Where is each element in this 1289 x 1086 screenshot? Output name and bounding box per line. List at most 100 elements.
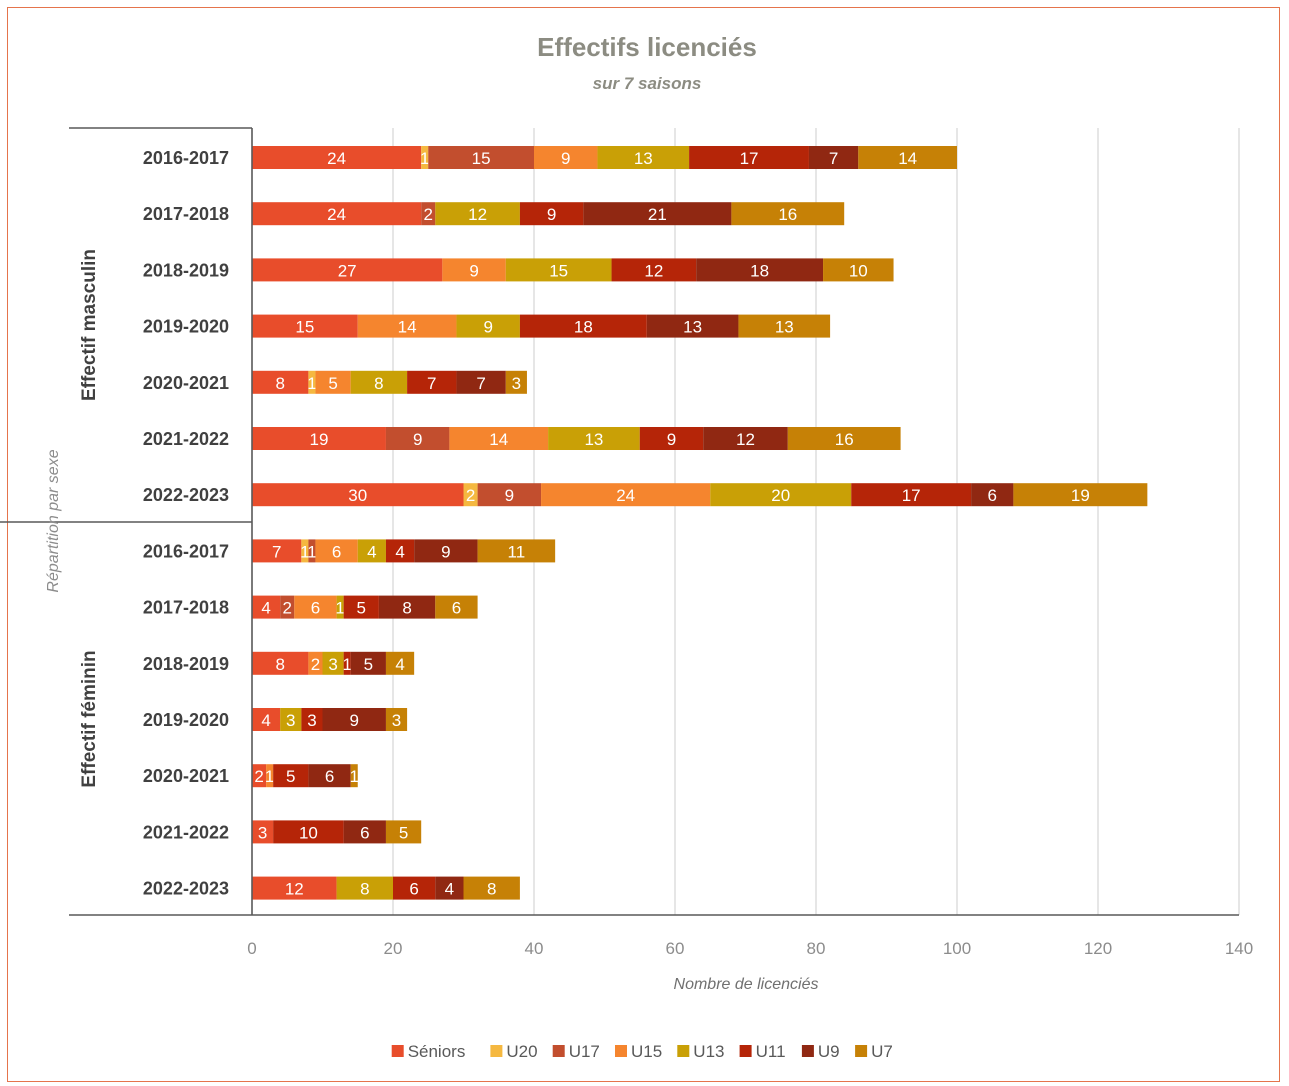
legend-label: U7 xyxy=(871,1042,893,1061)
bar-segment xyxy=(519,202,584,226)
data-label: 2 xyxy=(424,205,433,224)
bar-segment xyxy=(385,651,415,675)
category-label: 2018-2019 xyxy=(143,260,229,280)
chart-frame xyxy=(7,7,1280,1082)
bar-segment xyxy=(611,258,697,282)
data-label: 1 xyxy=(420,149,429,168)
data-label: 2 xyxy=(254,767,263,786)
bar-segment xyxy=(252,708,281,731)
legend-label: U17 xyxy=(569,1042,600,1061)
bar-segment xyxy=(971,483,1014,507)
bar-segment xyxy=(350,651,386,675)
bar-segment xyxy=(808,146,859,169)
bar-segment xyxy=(280,708,302,731)
data-label: 12 xyxy=(644,261,663,280)
bar-segment xyxy=(252,539,302,563)
bar-segment xyxy=(534,146,598,169)
bar-segment xyxy=(710,483,852,507)
category-label: 2020-2021 xyxy=(143,766,229,786)
category-label: 2019-2020 xyxy=(143,317,229,337)
legend-label: U15 xyxy=(631,1042,662,1061)
bar-segment xyxy=(738,314,831,338)
data-label: 19 xyxy=(1071,486,1090,505)
bar-segment xyxy=(442,258,506,282)
axes xyxy=(0,127,1239,916)
legend-swatch xyxy=(801,1045,814,1057)
data-label: 6 xyxy=(332,542,341,561)
x-tick-label: 80 xyxy=(807,939,826,958)
data-label: 5 xyxy=(328,374,337,393)
data-label: 5 xyxy=(399,823,408,842)
data-label: 16 xyxy=(835,430,854,449)
y-axis-title: Répartition par sexe xyxy=(45,449,62,592)
legend-label: U11 xyxy=(756,1042,786,1061)
x-tick-labels: 0 20 40 60 80 100 120 140 xyxy=(247,939,1253,958)
data-label: 12 xyxy=(736,430,755,449)
bar-segment xyxy=(787,427,901,450)
data-label: 3 xyxy=(258,823,267,842)
data-label: 9 xyxy=(547,205,556,224)
category-label: 2019-2020 xyxy=(143,710,229,730)
data-label: 1 xyxy=(300,542,309,561)
data-label: 9 xyxy=(441,542,450,561)
bar-segment xyxy=(280,595,295,619)
category-label: 2016-2017 xyxy=(143,541,229,561)
bar-segment xyxy=(393,876,436,900)
data-label: 7 xyxy=(272,542,281,561)
bar-segment xyxy=(294,595,337,619)
bar-segment xyxy=(308,764,351,788)
category-label: 2017-2018 xyxy=(143,204,229,224)
bar-segment xyxy=(322,651,344,675)
legend-swatch xyxy=(615,1045,627,1057)
bar-segment xyxy=(273,764,309,788)
data-label: 1 xyxy=(307,542,316,561)
data-label: 9 xyxy=(505,486,514,505)
bar-segment xyxy=(449,427,549,450)
bar-segment xyxy=(696,258,824,282)
data-label: 4 xyxy=(445,880,454,899)
bar-segment xyxy=(252,258,443,282)
data-label: 13 xyxy=(683,318,702,337)
x-tick-label: 100 xyxy=(943,939,971,958)
data-label: 11 xyxy=(508,542,526,561)
bar-segment xyxy=(463,876,520,900)
data-label: 17 xyxy=(902,486,921,505)
data-label: 3 xyxy=(392,711,401,730)
data-label: 9 xyxy=(667,430,676,449)
bar-segment xyxy=(343,595,379,619)
legend-label: U20 xyxy=(506,1042,537,1061)
data-label: 10 xyxy=(299,823,318,842)
data-label: 8 xyxy=(374,374,383,393)
data-label: 21 xyxy=(648,205,667,224)
bar-segment xyxy=(583,202,732,226)
bar-segment xyxy=(252,202,422,226)
data-label: 12 xyxy=(285,880,304,899)
bar-segment xyxy=(477,483,542,507)
bar-segment xyxy=(350,764,358,788)
bar-segment xyxy=(252,427,386,450)
legend-label: Séniors xyxy=(408,1042,466,1061)
data-label: 14 xyxy=(898,149,917,168)
bar-segment xyxy=(541,483,711,507)
bar-segment xyxy=(336,595,344,619)
data-label: 6 xyxy=(311,599,320,618)
bar-segment xyxy=(597,146,690,169)
category-label: 2021-2022 xyxy=(143,429,229,449)
data-label: 16 xyxy=(778,205,797,224)
data-label: 5 xyxy=(286,767,295,786)
bar-segment xyxy=(308,370,316,394)
bar-segment xyxy=(252,595,281,619)
data-label: 6 xyxy=(988,486,997,505)
x-axis-title: Nombre de licenciés xyxy=(674,976,819,993)
bar-segment xyxy=(548,427,640,450)
bar-segment xyxy=(823,258,894,282)
bar-segment xyxy=(435,595,478,619)
data-label: 9 xyxy=(413,430,422,449)
data-label: 1 xyxy=(307,374,316,393)
bar-segment xyxy=(252,370,309,394)
bar-segment xyxy=(343,820,386,844)
data-label: 12 xyxy=(468,205,487,224)
bar-segment xyxy=(435,876,464,900)
bar-segment xyxy=(315,370,351,394)
data-label: 6 xyxy=(452,599,461,618)
